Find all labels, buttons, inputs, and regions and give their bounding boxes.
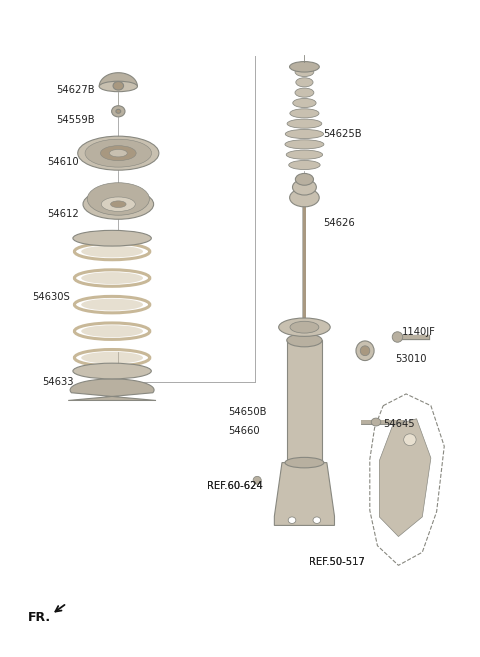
Ellipse shape — [85, 139, 152, 167]
Polygon shape — [379, 419, 431, 537]
Ellipse shape — [293, 99, 316, 108]
Text: 54610: 54610 — [47, 157, 78, 168]
Ellipse shape — [289, 62, 319, 72]
Ellipse shape — [116, 109, 120, 113]
Ellipse shape — [73, 363, 151, 379]
Ellipse shape — [296, 78, 313, 87]
Ellipse shape — [313, 517, 321, 524]
Ellipse shape — [295, 68, 314, 76]
Ellipse shape — [81, 325, 143, 337]
Text: 54627B: 54627B — [56, 85, 95, 95]
Ellipse shape — [288, 160, 320, 170]
Ellipse shape — [289, 189, 319, 207]
Ellipse shape — [81, 246, 143, 258]
Ellipse shape — [287, 334, 322, 347]
Ellipse shape — [285, 129, 324, 139]
Ellipse shape — [101, 197, 135, 212]
Ellipse shape — [83, 189, 154, 219]
Ellipse shape — [81, 299, 143, 311]
Ellipse shape — [112, 106, 125, 117]
Ellipse shape — [99, 81, 137, 92]
Ellipse shape — [87, 183, 149, 215]
Ellipse shape — [110, 201, 126, 208]
Text: 54660: 54660 — [228, 426, 260, 436]
Text: 54630S: 54630S — [33, 292, 70, 302]
Text: 54633: 54633 — [42, 377, 73, 387]
Text: REF.50-517: REF.50-517 — [309, 557, 365, 567]
Ellipse shape — [113, 81, 123, 90]
Ellipse shape — [81, 351, 143, 364]
Ellipse shape — [295, 88, 314, 97]
Ellipse shape — [290, 109, 319, 118]
Text: 54650B: 54650B — [228, 407, 266, 417]
Ellipse shape — [371, 418, 381, 426]
Text: REF.50-517: REF.50-517 — [309, 557, 365, 567]
Text: 54645: 54645 — [383, 419, 415, 429]
Ellipse shape — [290, 321, 319, 333]
Ellipse shape — [100, 146, 136, 161]
Ellipse shape — [404, 434, 416, 445]
Ellipse shape — [81, 272, 143, 284]
Ellipse shape — [109, 149, 127, 157]
Ellipse shape — [73, 231, 151, 246]
Polygon shape — [275, 463, 335, 526]
Text: 54626: 54626 — [324, 217, 355, 227]
Ellipse shape — [360, 346, 370, 355]
Ellipse shape — [279, 318, 330, 336]
Ellipse shape — [285, 140, 324, 149]
Ellipse shape — [286, 150, 323, 159]
Ellipse shape — [292, 179, 316, 195]
Text: 54612: 54612 — [47, 209, 78, 219]
Text: 54559B: 54559B — [56, 116, 95, 125]
Ellipse shape — [78, 136, 159, 170]
Ellipse shape — [253, 476, 261, 484]
Ellipse shape — [295, 173, 313, 185]
Ellipse shape — [287, 119, 322, 128]
Ellipse shape — [285, 457, 324, 468]
Ellipse shape — [356, 341, 374, 361]
Ellipse shape — [288, 517, 296, 524]
Ellipse shape — [392, 332, 403, 342]
Text: 54625B: 54625B — [324, 129, 362, 139]
Text: REF.60-624: REF.60-624 — [206, 480, 263, 491]
Polygon shape — [68, 379, 156, 401]
Text: REF.60-624: REF.60-624 — [206, 480, 263, 491]
Text: FR.: FR. — [28, 611, 51, 624]
Bar — [287, 340, 322, 463]
Polygon shape — [99, 73, 137, 87]
Text: 1140JF: 1140JF — [402, 327, 436, 338]
Text: 53010: 53010 — [395, 354, 427, 364]
